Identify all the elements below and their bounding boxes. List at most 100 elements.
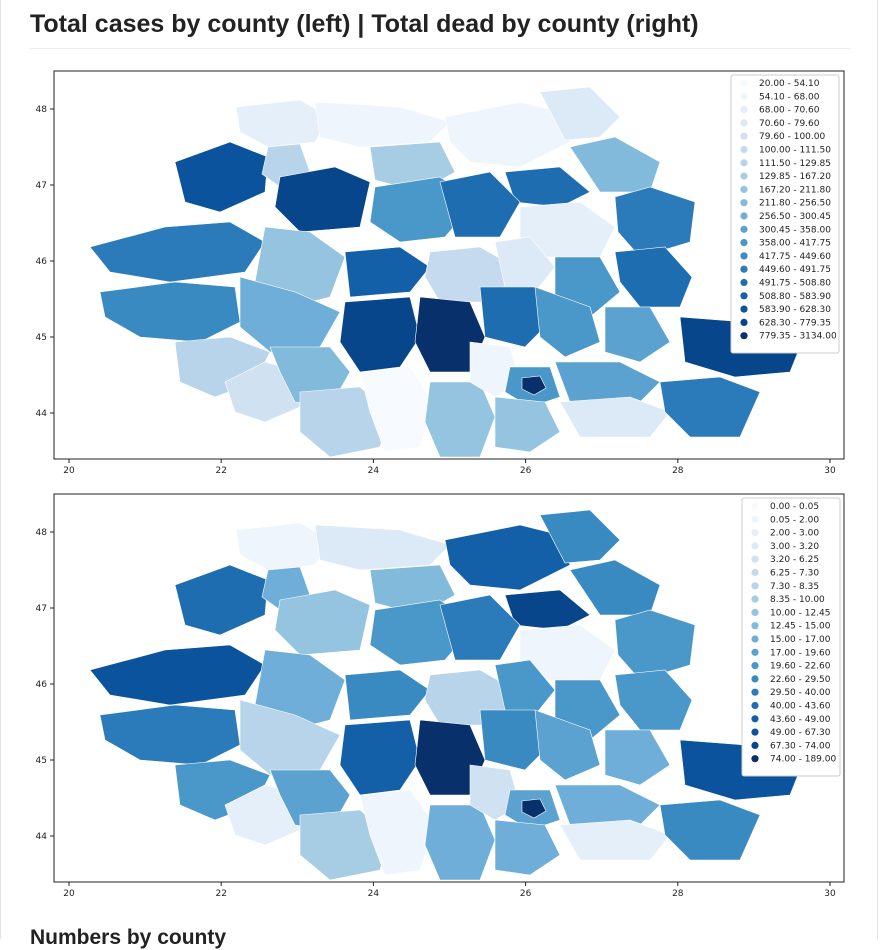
legend-label: 6.25 - 7.30	[770, 569, 819, 579]
cases-map: 20 22 24 26 28 30 48 47 46 45 44 20.00 - 54.10 54.10…	[36, 70, 845, 476]
legend-label: 68.00 - 70.60	[759, 106, 820, 116]
legend-label: 358.00 - 417.75	[759, 239, 831, 249]
county-vaslui	[614, 609, 696, 681]
legend-swatch	[751, 529, 759, 537]
county-teleorman	[424, 804, 496, 881]
legend-box	[741, 497, 841, 777]
county-valcea	[339, 719, 421, 796]
county-braila	[604, 306, 671, 363]
legend-label: 779.35 - 3134.00	[759, 332, 837, 342]
legend-swatch	[740, 252, 748, 260]
legend-swatch	[740, 79, 748, 87]
county-arad	[89, 221, 266, 283]
county-ialomita	[554, 361, 661, 403]
county-sibiu	[344, 669, 431, 721]
county-botosani	[539, 86, 621, 141]
counties	[89, 86, 801, 458]
county-galati	[614, 246, 693, 308]
legend-box	[730, 74, 840, 354]
legend-label: 7.30 - 8.35	[770, 582, 819, 592]
county-braila	[604, 729, 671, 786]
legend-label: 111.50 - 129.85	[759, 159, 831, 169]
counties	[89, 509, 801, 881]
county-maramures	[314, 524, 451, 571]
county-iasi	[569, 559, 661, 616]
legend-label: 2.00 - 3.00	[770, 529, 819, 539]
legend-label: 491.75 - 508.80	[759, 279, 831, 289]
legend-swatch	[740, 212, 748, 220]
section-title: Numbers by county	[30, 926, 227, 949]
legend-label: 74.00 - 189.00	[770, 755, 836, 765]
y-tick-label: 47	[36, 604, 47, 614]
county-harghita	[439, 594, 521, 661]
legend-swatch	[751, 542, 759, 550]
county-calarasi	[559, 396, 671, 438]
legend-swatch	[740, 145, 748, 154]
legend-swatch	[740, 106, 748, 114]
county-bucuresti	[521, 375, 547, 396]
county-bucuresti	[521, 798, 547, 819]
x-tick-label: 24	[368, 466, 380, 476]
legend-label: 3.00 - 3.20	[770, 542, 819, 552]
county-giurgiu	[494, 396, 561, 453]
legend-swatch	[740, 119, 748, 127]
legend-swatch	[740, 265, 748, 273]
x-tick-label: 26	[520, 889, 532, 899]
y-tick-label: 45	[36, 756, 47, 766]
axes-frame	[53, 493, 845, 883]
legend-label: 19.60 - 22.60	[770, 662, 831, 672]
county-prahova	[479, 709, 551, 771]
legend-label: 0.05 - 2.00	[770, 515, 819, 525]
legend-label: 167.20 - 211.80	[759, 185, 831, 195]
legend-swatch	[740, 159, 748, 167]
y-tick-label: 48	[36, 105, 48, 115]
legend-label: 0.00 - 0.05	[770, 502, 819, 512]
y-tick-label: 46	[36, 257, 48, 267]
county-teleorman	[424, 381, 496, 458]
county-iasi	[569, 136, 661, 193]
legend-label: 129.85 - 167.20	[759, 172, 831, 182]
legend-swatch	[740, 225, 748, 233]
legend-swatch	[740, 185, 748, 193]
legend-label: 100.00 - 111.50	[759, 146, 831, 156]
x-tick-label: 28	[672, 889, 684, 899]
x-tick-label: 24	[368, 889, 380, 899]
legend-label: 67.30 - 74.00	[770, 741, 831, 751]
x-tick-label: 30	[824, 889, 836, 899]
county-suceava	[444, 524, 571, 591]
legend-label: 8.35 - 10.00	[770, 595, 825, 605]
legend-label: 40.00 - 43.60	[770, 702, 831, 712]
legend-swatch	[740, 292, 748, 300]
legend-swatch	[751, 608, 759, 616]
county-arad	[89, 644, 266, 706]
county-satu-mare	[235, 522, 331, 571]
legend-label: 3.20 - 6.25	[770, 555, 819, 565]
legend-swatch	[751, 502, 759, 510]
legend-swatch	[751, 582, 759, 590]
legend-swatch	[740, 92, 748, 100]
deaths-map: 20 22 24 26 28 30 48 47 46 45 44 0.00 - 0.05 0.05 - …	[36, 493, 845, 899]
legend-swatch	[751, 728, 759, 736]
county-constanta	[659, 376, 761, 438]
county-giurgiu	[494, 819, 561, 876]
y-tick-label: 47	[36, 181, 47, 191]
legend: 20.00 - 54.10 54.10 - 68.00 68.00 - 70.60 7…	[730, 74, 840, 354]
page-title: Total cases by county (left) | Total dea…	[30, 10, 699, 38]
legend-label: 70.60 - 79.60	[759, 119, 820, 129]
legend-swatch	[751, 662, 759, 670]
county-dolj	[299, 809, 391, 881]
legend-label: 17.00 - 19.60	[770, 648, 831, 658]
y-tick-label: 46	[36, 680, 48, 690]
county-ialomita	[554, 784, 661, 826]
legend-swatch	[751, 741, 759, 749]
legend-swatch	[751, 701, 759, 710]
x-tick-label: 30	[824, 466, 836, 476]
county-maramures	[314, 101, 451, 148]
county-harghita	[439, 171, 521, 238]
legend-swatch	[751, 555, 759, 563]
county-buzau	[534, 709, 601, 781]
legend-swatch	[751, 622, 759, 630]
county-timis	[99, 281, 241, 343]
x-tick-label: 22	[215, 889, 226, 899]
